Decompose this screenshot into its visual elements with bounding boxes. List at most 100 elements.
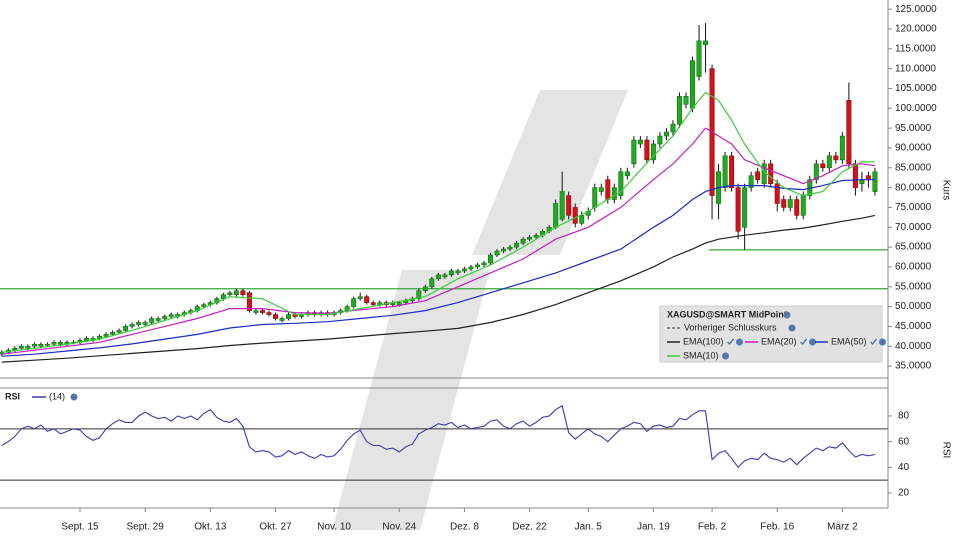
overlay-line [1, 214, 876, 363]
candle-body [839, 135, 845, 161]
x-tick-label: Okt. 13 [194, 522, 227, 533]
candle-body [800, 195, 806, 216]
candle-body [422, 286, 428, 292]
candle-body [31, 343, 37, 347]
candle-body [507, 246, 513, 250]
overlay-line [1, 127, 876, 355]
y-tick-label: 45.0000 [895, 321, 932, 332]
indicator-line [1, 404, 876, 469]
y2-tick-label: 60 [898, 436, 910, 447]
candle-body [820, 163, 826, 169]
candle-body [494, 250, 500, 256]
candle-body [813, 163, 819, 180]
candle-body [559, 191, 565, 220]
candle-body [579, 215, 585, 224]
candle-body [553, 203, 559, 228]
y-tick-label: 105.0000 [895, 83, 937, 94]
y-tick-label: 65.0000 [895, 242, 932, 253]
watermark [332, 90, 628, 530]
candle-body [97, 336, 103, 339]
candle-body [57, 342, 63, 345]
candle-body [38, 343, 44, 347]
candle-body [370, 302, 376, 305]
x-tick-label: Nov. 10 [317, 522, 351, 533]
legend: XAGUSD@SMART MidPoint Vorheriger Schluss… [659, 305, 887, 363]
candle-body [657, 135, 663, 145]
x-tick-label: Sept. 15 [61, 522, 99, 533]
candle-body [149, 318, 155, 323]
candle-body [116, 330, 122, 333]
candle-body [488, 254, 494, 264]
candle-body [474, 264, 480, 268]
y2-axis-label: RSI [940, 442, 951, 459]
candle-body [110, 332, 116, 335]
y-tick-label: 80.0000 [895, 182, 932, 193]
candle-body [429, 278, 435, 288]
candle-body [872, 171, 878, 192]
candle-body [527, 236, 533, 240]
candle-body [44, 343, 50, 346]
candle-body [435, 274, 441, 280]
icon [879, 338, 887, 346]
watermark-part [472, 90, 628, 255]
y-tick-label: 55.0000 [895, 281, 932, 292]
candle-body [755, 171, 761, 180]
legend-box [659, 305, 883, 363]
candle-body [51, 342, 57, 345]
y-tick-label: 115.0000 [895, 43, 936, 54]
candle-body [396, 302, 402, 305]
candle-body [703, 40, 709, 46]
candle-body [787, 199, 793, 208]
y-tick-label: 125.0000 [895, 4, 937, 15]
candle-body [266, 312, 272, 315]
candle-body [826, 155, 832, 169]
candle-body [162, 316, 168, 319]
candle-body [240, 290, 246, 296]
candle-body [572, 207, 578, 224]
y-tick-label: 85.0000 [895, 162, 932, 173]
overlay-line [1, 91, 875, 353]
candle-body [220, 294, 226, 299]
candle-body [233, 290, 239, 296]
legend-label: EMA(100) [683, 336, 724, 346]
candle-body [722, 155, 728, 188]
candle-body [103, 334, 109, 337]
x-tick-label: Sept. 29 [127, 522, 165, 533]
candle-body [676, 96, 682, 125]
indicator-title: RSI [5, 391, 20, 401]
indicator-period: (14) [49, 391, 65, 401]
candle-body [611, 187, 617, 200]
candle-body [729, 155, 735, 188]
candle-body [246, 292, 252, 311]
candle-body [455, 270, 461, 274]
candle-body [533, 234, 539, 238]
legend-title: XAGUSD@SMART MidPoint [667, 309, 787, 319]
icon [736, 338, 744, 346]
candle-body [442, 274, 448, 278]
candle-body [768, 163, 774, 184]
x-tick-label: Jan. 5 [575, 522, 603, 533]
candle-body [663, 131, 669, 137]
candle-body [520, 238, 526, 244]
x-tick-label: Dez. 8 [450, 522, 479, 533]
candle-body [624, 171, 630, 177]
y2-tick-label: 80 [898, 411, 910, 422]
candle-body [794, 199, 800, 216]
check-icon [870, 338, 877, 345]
watermark-part [332, 270, 490, 530]
candle-body [142, 322, 148, 325]
candle-body [846, 100, 852, 165]
icon [788, 324, 796, 332]
candle-body [481, 262, 487, 266]
candle-body [364, 296, 370, 303]
candle-body [605, 179, 611, 200]
candle-body [742, 187, 748, 228]
candle-body [357, 296, 363, 299]
candle-body [735, 187, 741, 232]
y-tick-label: 75.0000 [895, 202, 932, 213]
y-tick-label: 110.0000 [895, 63, 936, 74]
candle-body [833, 155, 839, 161]
candle-body [227, 292, 233, 296]
legend-label: SMA(10) [683, 350, 719, 360]
